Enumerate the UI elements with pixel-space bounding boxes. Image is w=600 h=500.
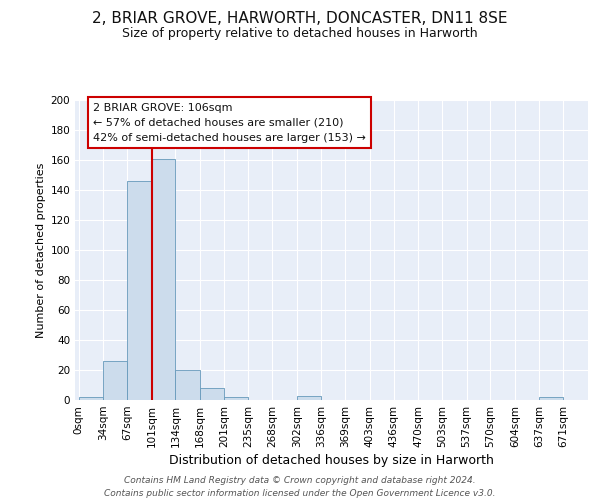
X-axis label: Distribution of detached houses by size in Harworth: Distribution of detached houses by size … (169, 454, 494, 467)
Bar (103, 361, 127, 400)
Bar (297, 396, 322, 400)
Bar (127, 181, 152, 400)
Bar (200, 388, 224, 400)
Bar (79, 397, 103, 400)
Bar (152, 158, 175, 400)
Text: 2 BRIAR GROVE: 106sqm
← 57% of detached houses are smaller (210)
42% of semi-det: 2 BRIAR GROVE: 106sqm ← 57% of detached … (93, 103, 366, 142)
Bar (224, 397, 248, 400)
Text: Contains HM Land Registry data © Crown copyright and database right 2024.
Contai: Contains HM Land Registry data © Crown c… (104, 476, 496, 498)
Text: 2, BRIAR GROVE, HARWORTH, DONCASTER, DN11 8SE: 2, BRIAR GROVE, HARWORTH, DONCASTER, DN1… (92, 11, 508, 26)
Text: Size of property relative to detached houses in Harworth: Size of property relative to detached ho… (122, 28, 478, 40)
Bar (175, 370, 200, 400)
Bar (539, 397, 563, 400)
Y-axis label: Number of detached properties: Number of detached properties (36, 162, 46, 338)
